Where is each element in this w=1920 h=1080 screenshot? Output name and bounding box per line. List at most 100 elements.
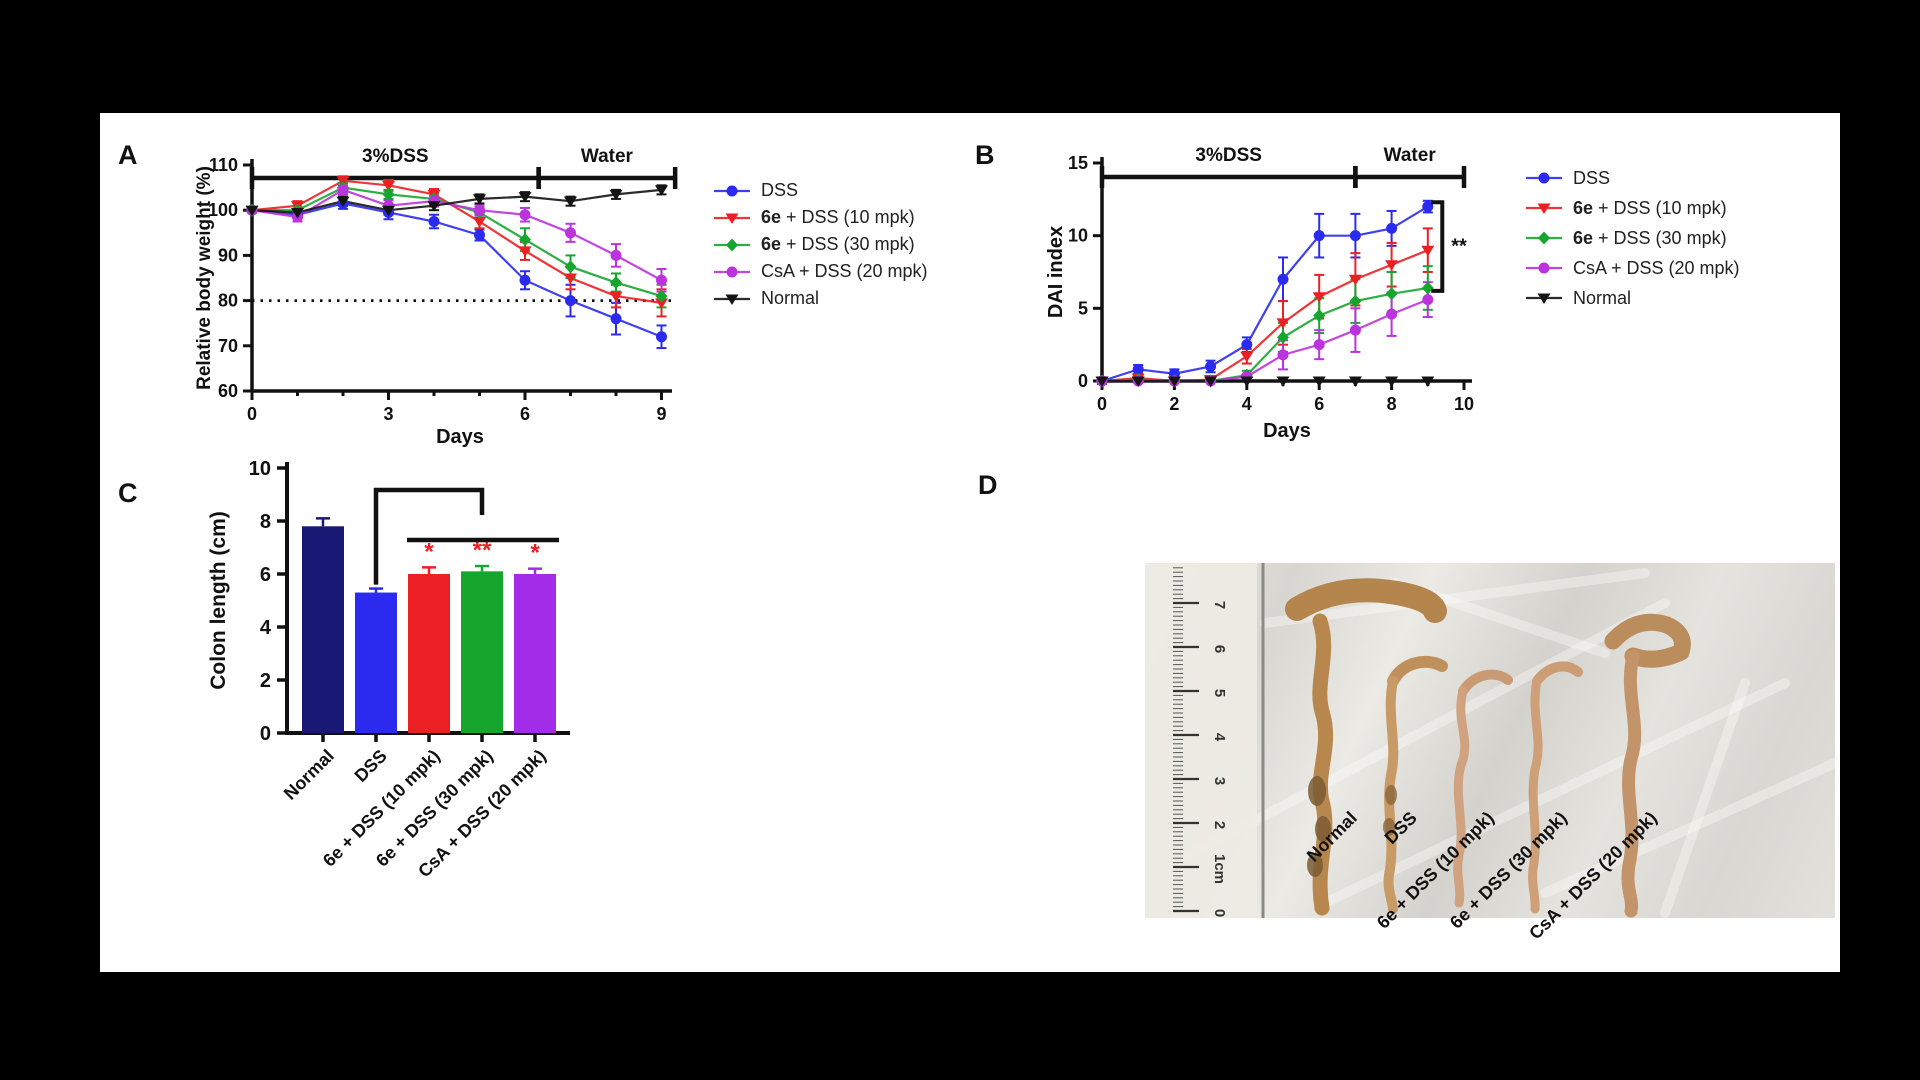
y-axis-tick-label: 0 [260,723,271,745]
data-point-marker [565,227,576,239]
ruler-number: 0 [1211,909,1228,917]
data-point-marker [1348,376,1362,387]
colon-specimen [1387,656,1448,687]
ruler-number: 2 [1211,821,1228,829]
x-axis-tick-label: 0 [1097,394,1107,414]
legend-label: 6e + DSS (10 mpk) [1573,197,1727,218]
series-line [1101,205,1429,383]
data-point-marker [1386,222,1398,234]
data-point-marker [1537,293,1551,304]
phase-label: Water [581,146,634,167]
data-point-marker [1349,324,1361,336]
legend-label: 6e + DSS (30 mpk) [1573,227,1727,248]
colon-fecal-pellet [1315,816,1331,842]
legend-swatch [1526,203,1562,214]
bar [355,592,397,733]
ruler-number: 3 [1211,777,1228,785]
legend-swatch [1526,293,1562,304]
data-point-marker [565,295,576,307]
bar [408,574,450,733]
data-point-marker [337,184,349,196]
figure-paper: A 60 70 80 90 100 110 0 3 6 9 3%DSS Water Days Relati… [100,113,1840,972]
data-point-marker [1385,376,1399,387]
significance-stars: ** [1451,236,1467,258]
series-line [251,188,663,282]
series-line [1101,249,1429,383]
ruler-number: 7 [1211,601,1228,609]
phase-label: Water [1384,145,1437,166]
ruler-number: 4 [1211,733,1228,742]
y-axis-tick-label: 15 [1068,153,1088,173]
series-line [251,202,662,338]
phase-label: 3%DSS [362,146,429,167]
series-line [252,186,662,298]
x-axis-tick-label: 8 [1387,394,1397,414]
data-point-marker [427,201,441,212]
legend-label: 6e + DSS (10 mpk) [761,207,915,227]
data-point-marker [1312,292,1326,303]
significance-stars: ** [473,537,492,564]
colon-fecal-pellet [1385,785,1397,805]
legend-item: DSS [1524,163,1740,193]
x-axis-tick-label: 3 [383,404,393,424]
data-point-marker [1131,376,1145,387]
y-axis-tick-label: 6 [260,564,271,586]
colon-photo-art: 0 1cm 2 3 4 5 6 7 [1145,563,1840,918]
data-point-marker [1421,281,1434,295]
panel-a-label: A [118,140,138,170]
colon-specimen [1453,686,1470,908]
x-axis-tick-label: 6 [1314,394,1324,414]
y-axis-title: DAI index [1045,226,1067,318]
panel-b-legend: DSS 6e + DSS (10 mpk) 6e + DSS (30 mpk) CsA… [1524,163,1740,313]
colon-specimen [1285,578,1447,623]
data-point-marker [564,260,577,274]
data-point-marker [1386,308,1398,320]
significance-stars: * [424,538,434,565]
data-point-marker [656,274,667,286]
colon-fecal-pellet [1383,818,1395,836]
data-point-marker [1240,351,1254,363]
colon-specimen [1604,613,1691,668]
panel-a-legend: DSS 6e + DSS (10 mpk) 6e + DSS (30 mpk) CsA… [712,177,928,312]
data-point-marker [474,204,485,216]
group-label: Normal [1303,808,1361,866]
colon-specimen [1312,613,1334,916]
category-label: DSS [351,746,391,786]
data-point-marker [428,216,440,227]
y-axis-tick-label: 80 [218,291,238,311]
legend-item: 6e + DSS (10 mpk) [1524,193,1740,223]
data-point-marker [1538,262,1550,274]
legend-label: CsA + DSS (20 mpk) [761,261,928,281]
legend-label: Normal [761,288,820,308]
data-point-marker [1095,376,1109,387]
bar [461,571,503,733]
data-point-marker [726,238,738,251]
data-point-marker [610,276,622,290]
data-point-marker [519,233,531,247]
legend-swatch [1526,172,1562,184]
y-axis-tick-label: 0 [1078,371,1088,391]
data-point-marker [291,207,304,219]
data-point-marker [1421,376,1435,387]
data-point-marker [519,209,531,221]
data-point-marker [382,187,395,201]
ruler-number: 6 [1211,645,1228,653]
y-axis-tick-label: 10 [249,458,271,480]
data-point-marker [1538,172,1550,184]
data-point-marker [1241,339,1253,351]
y-axis-title: Colon length (cm) [207,511,230,689]
data-point-marker [655,185,668,196]
legend-swatch [1526,231,1562,245]
data-point-marker [564,196,577,208]
legend-label: DSS [1573,167,1611,188]
colon-specimen [1383,676,1399,914]
series-line [251,179,662,304]
legend-item: Normal [1524,283,1740,313]
data-point-marker [1240,376,1254,387]
x-axis-title: Days [436,426,484,448]
data-point-marker [564,273,577,284]
legend-swatch [1526,262,1562,274]
data-point-marker [1132,363,1144,375]
data-point-marker [1277,349,1289,361]
